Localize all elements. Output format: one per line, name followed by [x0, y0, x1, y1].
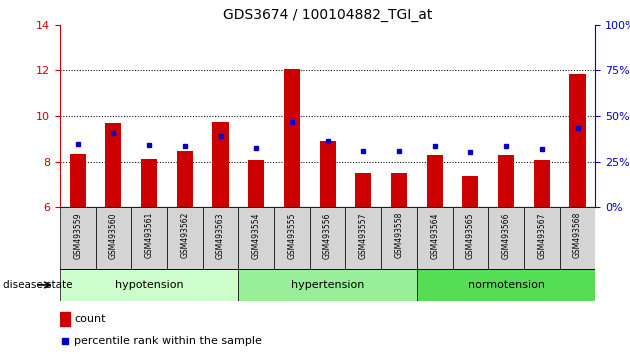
Bar — [248, 160, 264, 207]
Text: GSM493557: GSM493557 — [359, 212, 368, 258]
Text: GSM493554: GSM493554 — [252, 212, 261, 258]
Bar — [498, 155, 514, 207]
Bar — [284, 69, 300, 207]
Text: GSM493561: GSM493561 — [145, 212, 154, 258]
Bar — [391, 173, 407, 207]
Bar — [310, 207, 345, 269]
Bar — [177, 151, 193, 207]
Bar — [105, 123, 122, 207]
Bar — [319, 141, 336, 207]
Bar — [60, 207, 96, 269]
Text: normotension: normotension — [467, 280, 544, 290]
Bar — [524, 207, 559, 269]
Bar — [355, 173, 371, 207]
Bar — [238, 207, 274, 269]
Text: GSM493560: GSM493560 — [109, 212, 118, 258]
Text: GSM493555: GSM493555 — [287, 212, 296, 258]
Bar — [274, 207, 310, 269]
Bar — [427, 155, 443, 207]
Bar — [417, 207, 452, 269]
Bar — [60, 269, 238, 301]
Bar — [452, 207, 488, 269]
Bar — [203, 207, 238, 269]
Text: disease state: disease state — [3, 280, 72, 290]
Bar — [96, 207, 131, 269]
Text: percentile rank within the sample: percentile rank within the sample — [74, 336, 262, 346]
Text: GSM493558: GSM493558 — [394, 212, 403, 258]
Text: count: count — [74, 314, 106, 324]
Bar — [534, 160, 550, 207]
Bar — [70, 154, 86, 207]
Bar — [570, 74, 585, 207]
Text: hypertension: hypertension — [291, 280, 364, 290]
Bar — [131, 207, 167, 269]
Bar — [345, 207, 381, 269]
Text: GSM493563: GSM493563 — [216, 212, 225, 258]
Bar — [559, 207, 595, 269]
Bar — [212, 122, 229, 207]
Bar — [462, 176, 478, 207]
Text: hypotension: hypotension — [115, 280, 183, 290]
Text: GSM493568: GSM493568 — [573, 212, 582, 258]
Text: GSM493562: GSM493562 — [180, 212, 189, 258]
Text: GSM493565: GSM493565 — [466, 212, 475, 258]
Bar — [141, 159, 157, 207]
Bar — [488, 207, 524, 269]
Text: GSM493556: GSM493556 — [323, 212, 332, 258]
Text: GSM493564: GSM493564 — [430, 212, 439, 258]
Text: GSM493559: GSM493559 — [73, 212, 82, 258]
Bar — [381, 207, 417, 269]
Bar — [417, 269, 595, 301]
Text: GSM493566: GSM493566 — [501, 212, 510, 258]
Bar — [60, 312, 69, 326]
Bar — [238, 269, 417, 301]
Bar — [167, 207, 203, 269]
Title: GDS3674 / 100104882_TGI_at: GDS3674 / 100104882_TGI_at — [223, 8, 432, 22]
Text: GSM493567: GSM493567 — [537, 212, 546, 258]
